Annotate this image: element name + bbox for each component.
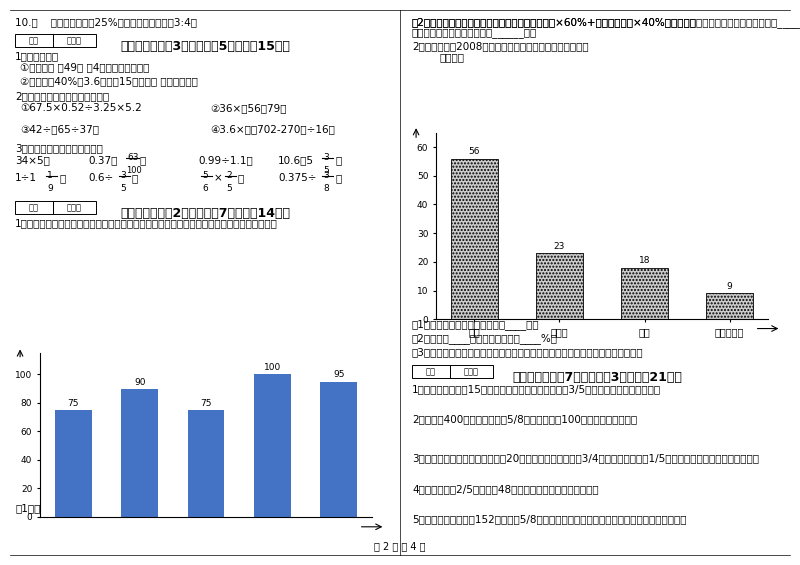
- Text: 单位：票: 单位：票: [440, 52, 465, 62]
- Text: 级第一学期的数学学期成绩是______分。: 级第一学期的数学学期成绩是______分。: [412, 28, 538, 38]
- Text: （1）四个中办城市的得票总数是____票。: （1）四个中办城市的得票总数是____票。: [412, 319, 540, 330]
- Text: 评卷人: 评卷人: [67, 36, 82, 45]
- Text: 五、综合题（共2小题，每题7分，共计14分）: 五、综合题（共2小题，每题7分，共计14分）: [120, 207, 290, 220]
- Text: ＝: ＝: [132, 173, 138, 183]
- Text: 2．脱式计算，能简算的要简算。: 2．脱式计算，能简算的要简算。: [15, 91, 109, 101]
- Bar: [412, 365, 450, 378]
- Text: 75: 75: [200, 399, 212, 408]
- Bar: [53, 34, 96, 47]
- Text: 1．列式计算。: 1．列式计算。: [15, 51, 59, 61]
- Text: 2．一堆沙400吨，第一天运走5/8，第二天运走100吨，还剩下多少吨？: 2．一堆沙400吨，第一天运走5/8，第二天运走100吨，还剩下多少吨？: [412, 414, 637, 424]
- Text: 6: 6: [202, 184, 208, 193]
- Text: 100: 100: [264, 363, 281, 372]
- Bar: [621, 268, 668, 319]
- Bar: [15, 34, 53, 47]
- Text: 4．一桶油用去2/5，还剩下48千克，这桶油原来重多少千克？: 4．一桶油用去2/5，还剩下48千克，这桶油原来重多少千克？: [412, 484, 598, 494]
- Text: ②36×（56＋79）: ②36×（56＋79）: [210, 103, 286, 113]
- Text: 5: 5: [323, 166, 329, 175]
- Text: 2．下面是申报2008年奥运会主办城市的得票情况统计图。: 2．下面是申报2008年奥运会主办城市的得票情况统计图。: [412, 41, 589, 51]
- Text: 第 2 页 共 4 页: 第 2 页 共 4 页: [374, 541, 426, 551]
- Text: 六、应用题（共7小题，每题3分，共计21分）: 六、应用题（共7小题，每题3分，共计21分）: [512, 371, 682, 384]
- Text: （1）王平四次平时成绩的平均分是______分。: （1）王平四次平时成绩的平均分是______分。: [15, 503, 159, 514]
- Text: ×: ×: [214, 173, 222, 183]
- Bar: [706, 293, 753, 319]
- Text: （2）北京得____票，占得票总数的____%。: （2）北京得____票，占得票总数的____%。: [412, 333, 558, 344]
- Text: 1．如图是王平六年级第一学期四次数学平时成绩和数学期末测试成绩统计图，请根据图填空：: 1．如图是王平六年级第一学期四次数学平时成绩和数学期末测试成绩统计图，请根据图填…: [15, 218, 278, 228]
- Text: 得分: 得分: [29, 36, 39, 45]
- Text: 0.99÷1.1＝: 0.99÷1.1＝: [198, 155, 253, 165]
- Bar: [53, 201, 96, 214]
- Text: ＝: ＝: [335, 155, 342, 165]
- Text: 3．直接写出下面各题的得数：: 3．直接写出下面各题的得数：: [15, 143, 103, 153]
- Text: ③42÷（65÷37）: ③42÷（65÷37）: [20, 124, 99, 134]
- Text: 18: 18: [638, 257, 650, 266]
- Text: 0.37＋: 0.37＋: [88, 155, 118, 165]
- Bar: [254, 375, 290, 517]
- Text: 90: 90: [134, 377, 146, 386]
- Text: 2: 2: [226, 171, 232, 180]
- Text: ④3.6×〔（702-270）÷16〕: ④3.6×〔（702-270）÷16〕: [210, 124, 335, 134]
- Text: 3: 3: [323, 153, 329, 162]
- Text: 四、计算题（共3小题，每题5分，共计15分）: 四、计算题（共3小题，每题5分，共计15分）: [120, 40, 290, 53]
- Text: 63: 63: [127, 153, 138, 162]
- Text: 100: 100: [126, 166, 142, 175]
- Text: 23: 23: [554, 242, 565, 251]
- Text: ①67.5×0.52÷3.25×5.2: ①67.5×0.52÷3.25×5.2: [20, 103, 142, 113]
- Bar: [15, 201, 53, 214]
- Text: 评卷人: 评卷人: [464, 367, 479, 376]
- Bar: [55, 410, 91, 517]
- Text: 9: 9: [726, 282, 733, 291]
- Text: ②一个数的40%与3.6的和与15的比值是 ，求这个数。: ②一个数的40%与3.6的和与15的比值是 ，求这个数。: [20, 76, 198, 86]
- Bar: [536, 253, 583, 319]
- Text: ＝: ＝: [238, 173, 244, 183]
- Text: 1．商店运来蓝毛衣15包，正好是运来的红毛衣包数的3/5，商店运来红毛衣多少包？: 1．商店运来蓝毛衣15包，正好是运来的红毛衣包数的3/5，商店运来红毛衣多少包？: [412, 384, 661, 394]
- Text: 10.（    ）甲数比乙数少25%，甲数和乙数的比是3:4。: 10.（ ）甲数比乙数少25%，甲数和乙数的比是3:4。: [15, 17, 197, 27]
- Text: ＝: ＝: [59, 173, 66, 183]
- Text: 得分: 得分: [29, 203, 39, 212]
- Text: 5．少先队员采集标本152件，其中5/8是植物标本，其余的是昆虫标本，昆虫标本有多少件？: 5．少先队员采集标本152件，其中5/8是植物标本，其余的是昆虫标本，昆虫标本有…: [412, 514, 686, 524]
- Text: 95: 95: [333, 371, 345, 380]
- Text: 得分: 得分: [426, 367, 436, 376]
- Text: 56: 56: [469, 147, 480, 157]
- Text: （3）投票结果一出来，报纸、电视都说：北京得票是数量最领先，为什么这样说？: （3）投票结果一出来，报纸、电视都说：北京得票是数量最领先，为什么这样说？: [412, 347, 644, 357]
- Text: 1: 1: [47, 171, 53, 180]
- Text: ①一个数的 比49的 少4，这个数是多少？: ①一个数的 比49的 少4，这个数是多少？: [20, 62, 150, 72]
- Text: 8: 8: [323, 184, 329, 193]
- Text: 9: 9: [47, 184, 53, 193]
- Text: 评卷人: 评卷人: [67, 203, 82, 212]
- Text: 3: 3: [323, 171, 329, 180]
- Bar: [450, 365, 493, 378]
- Text: 0.375÷: 0.375÷: [278, 173, 317, 183]
- Text: 0.6÷: 0.6÷: [88, 173, 114, 183]
- Text: ＝: ＝: [335, 173, 342, 183]
- Text: 34×5＝: 34×5＝: [15, 155, 50, 165]
- Text: 10.6－5: 10.6－5: [278, 155, 314, 165]
- Text: 5: 5: [202, 171, 208, 180]
- Text: 75: 75: [67, 399, 79, 408]
- Text: 5: 5: [226, 184, 232, 193]
- Text: ＝: ＝: [140, 155, 146, 165]
- Bar: [451, 159, 498, 319]
- Text: 5: 5: [120, 184, 126, 193]
- Text: 1÷1: 1÷1: [15, 173, 37, 183]
- Text: 3．商店运来一些水果，运来苹果20筐，梨的筐数是苹果的3/4，同时又是橘子的1/5，运来橘子多少筐？（用方程解）: 3．商店运来一些水果，运来苹果20筐，梨的筐数是苹果的3/4，同时又是橘子的1/…: [412, 453, 759, 463]
- Text: （2）数学学期成绩是这样算的：平时成绩的平均分×60%+期末测验成绩×40%，王平六年: （2）数学学期成绩是这样算的：平时成绩的平均分×60%+期末测验成绩×40%，王…: [412, 17, 697, 27]
- Bar: [188, 410, 224, 517]
- Text: （2）数学学期成绩是这样算的：平时成绩的平均分×60%+期末测验成绩×40%，王平六年级第一学期的数学学期成绩是______分。: （2）数学学期成绩是这样算的：平时成绩的平均分×60%+期末测验成绩×40%，王…: [412, 17, 800, 28]
- Bar: [321, 381, 357, 517]
- Text: 3: 3: [120, 171, 126, 180]
- Bar: [122, 389, 158, 517]
